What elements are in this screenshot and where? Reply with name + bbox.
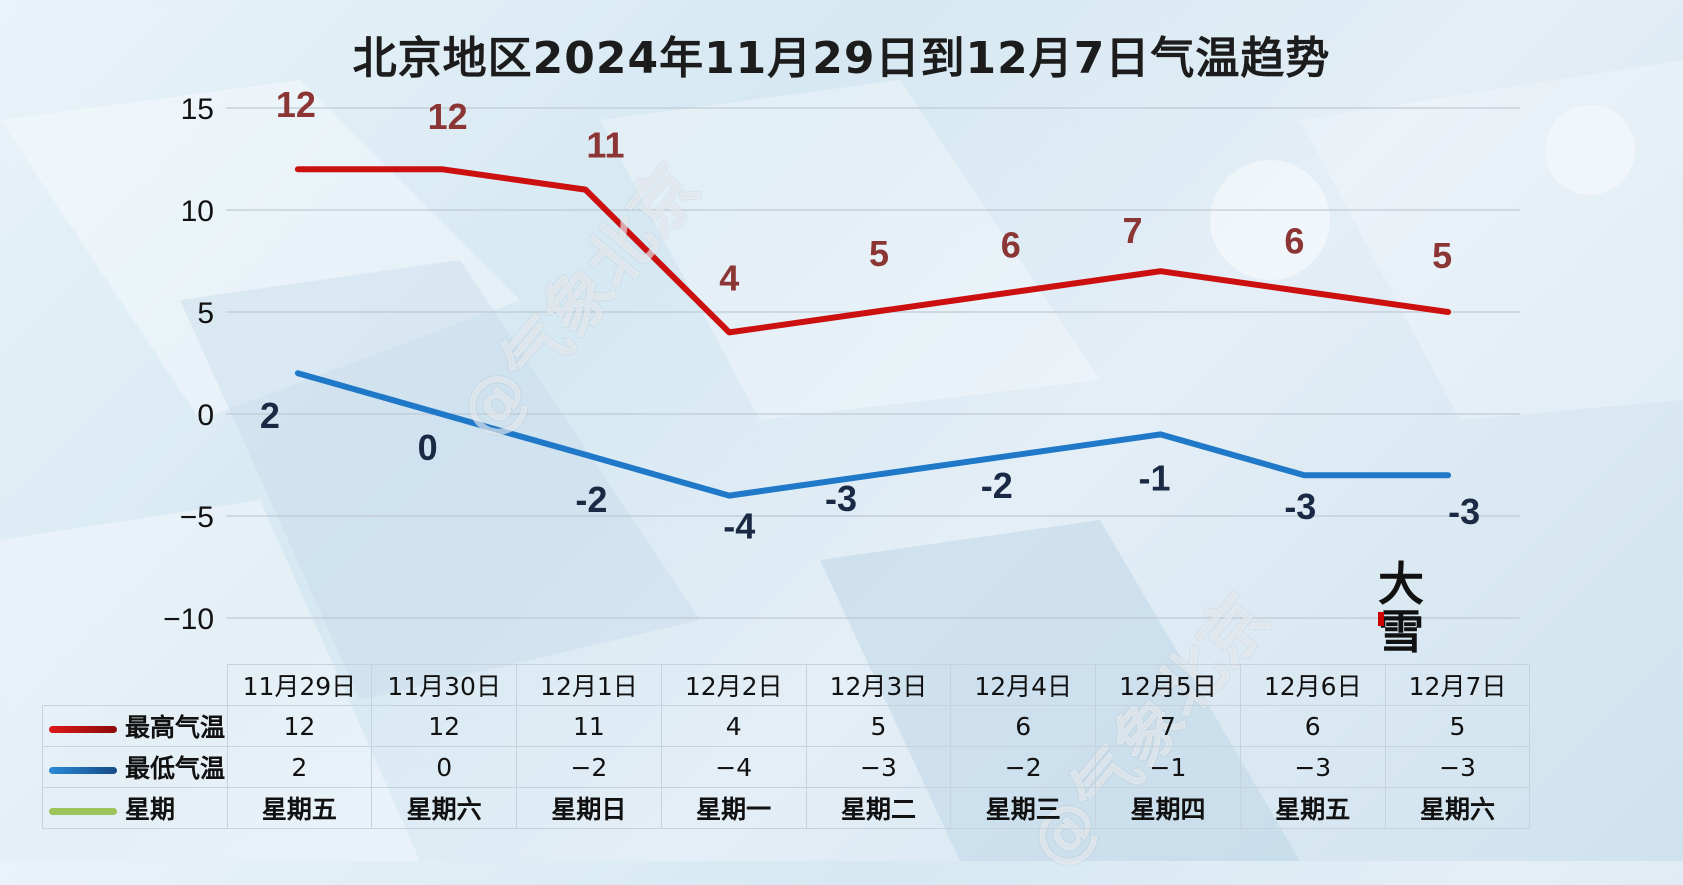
data-label: -2: [575, 479, 607, 520]
weekday-cell: 星期四: [1095, 787, 1241, 829]
table-header-row: 11月29日 11月30日 12月1日 12月2日 12月3日 12月4日 12月5日 12月…: [43, 664, 1531, 706]
data-label: -3: [825, 478, 857, 519]
legend-label: 最低气温: [125, 754, 226, 783]
data-label: 6: [1001, 225, 1021, 266]
table-cell: 6: [950, 705, 1097, 747]
table-cell: −3: [1384, 746, 1531, 788]
legend-label: 星期: [125, 795, 176, 824]
table-row: 星期 星期五 星期六 星期日 星期一 星期二 星期三 星期四 星期五 星期六: [42, 787, 1531, 829]
data-label: -3: [1448, 491, 1480, 532]
table-cell: 5: [805, 705, 952, 747]
data-label: -1: [1139, 457, 1171, 498]
data-label: 5: [1432, 235, 1452, 276]
date-header: 12月6日: [1239, 664, 1386, 706]
data-label: -4: [723, 506, 755, 547]
table-cell: −2: [950, 746, 1097, 788]
row-label: 最低气温: [42, 746, 228, 788]
legend-label: 最高气温: [125, 713, 226, 742]
table-cell: −3: [1239, 746, 1386, 788]
table-cell: −2: [516, 746, 662, 788]
date-header: 12月3日: [805, 664, 952, 706]
table-cell: 12: [371, 705, 518, 747]
row-label: 最高气温: [42, 705, 228, 747]
stamp-char: 大: [1378, 557, 1424, 611]
table-cell: −3: [805, 746, 952, 788]
weekday-cell: 星期五: [226, 787, 373, 829]
snow-stamp-text: 大雪: [1374, 560, 1428, 656]
date-header: 12月2日: [660, 664, 807, 706]
row-label: 星期: [42, 787, 228, 829]
line-chart: −10 −5 0 5 10 15 12 12 11 4 5 6 7 6 5 2 0 -2 -4 -3 -2 -1 -3 -3: [163, 84, 1520, 636]
snow-stamp: 大雪: [1374, 560, 1428, 656]
weekday-cell: 星期日: [516, 787, 662, 829]
data-label: 12: [428, 96, 468, 137]
data-label: -3: [1284, 486, 1316, 527]
data-label: 5: [869, 233, 889, 274]
table-cell: 7: [1095, 705, 1241, 747]
table-cell: 5: [1384, 705, 1531, 747]
table-cell: 2: [226, 746, 373, 788]
weekday-cell: 星期二: [805, 787, 952, 829]
data-label: 7: [1123, 210, 1143, 251]
stamp-seal-mark: [1378, 612, 1384, 626]
y-tick-label: 15: [181, 93, 214, 126]
table-row: 最高气温 12 12 11 4 5 6 7 6 5: [42, 705, 1531, 747]
weekday-cell: 星期三: [950, 787, 1097, 829]
weekday-cell: 星期六: [371, 787, 518, 829]
data-label: 11: [586, 125, 624, 166]
date-header: 12月1日: [516, 664, 662, 706]
legend-line: [49, 807, 117, 815]
y-tick-label: −10: [163, 603, 214, 636]
date-header: 11月29日: [226, 664, 373, 706]
date-header: 12月5日: [1095, 664, 1241, 706]
date-header: 12月7日: [1384, 664, 1531, 706]
y-tick-label: 0: [197, 399, 214, 432]
series-line-0: [294, 166, 1452, 336]
stamp-char: 雪: [1378, 605, 1424, 659]
table-cell: 0: [371, 746, 518, 788]
series-line-1: [294, 370, 1452, 499]
legend-line: [49, 766, 117, 774]
data-label: 12: [276, 84, 316, 125]
weekday-cell: 星期一: [660, 787, 807, 829]
data-label: 0: [418, 427, 438, 468]
data-table: 11月29日 11月30日 12月1日 12月2日 12月3日 12月4日 12月5日 12月…: [42, 664, 1531, 829]
data-label: -2: [981, 465, 1013, 506]
table-corner: [43, 665, 228, 706]
y-tick-label: 10: [181, 195, 214, 228]
chart-title: 北京地区2024年11月29日到12月7日气温趋势: [352, 33, 1331, 84]
weekday-cell: 星期六: [1384, 787, 1531, 829]
table-cell: 4: [660, 705, 807, 747]
table-cell: −4: [660, 746, 807, 788]
date-header: 12月4日: [950, 664, 1097, 706]
table-cell: 12: [226, 705, 373, 747]
date-header: 11月30日: [371, 664, 518, 706]
table-row: 最低气温 2 0 −2 −4 −3 −2 −1 −3 −3: [42, 746, 1531, 788]
table-cell: 6: [1239, 705, 1386, 747]
data-label: 6: [1284, 221, 1304, 262]
table-cell: −1: [1095, 746, 1241, 788]
y-tick-label: 5: [197, 297, 214, 330]
data-label: 2: [260, 395, 280, 436]
data-label: 4: [719, 257, 739, 298]
y-tick-label: −5: [180, 501, 214, 534]
legend-line: [49, 725, 117, 733]
table-cell: 11: [516, 705, 662, 747]
weekday-cell: 星期五: [1239, 787, 1386, 829]
